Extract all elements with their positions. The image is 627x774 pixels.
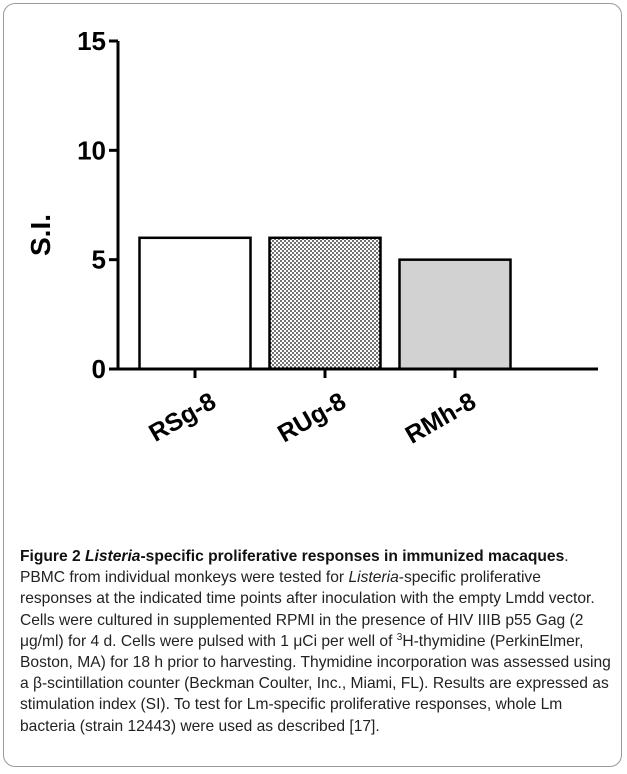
figure-frame bbox=[3, 3, 622, 767]
caption-italic-listeria: Listeria bbox=[348, 569, 399, 587]
x-axis: RSg-8 RUg-8 RMh-8 bbox=[116, 367, 598, 450]
caption-text-1: . PBMC from individual monkeys were test… bbox=[20, 548, 569, 587]
x-tick-label: RMh-8 bbox=[401, 387, 481, 449]
caption-superscript: 3 bbox=[396, 631, 403, 643]
caption-text-3: H-thymidine (PerkinElmer, Boston, MA) fo… bbox=[20, 632, 611, 735]
caption-title: -specific proliferative responses in imm… bbox=[140, 548, 565, 565]
x-tick-label: RUg-8 bbox=[273, 387, 351, 448]
y-tick-label: 5 bbox=[92, 245, 106, 275]
caption-title-italic: Listeria bbox=[85, 548, 141, 565]
bar bbox=[138, 236, 252, 371]
bars bbox=[138, 236, 512, 371]
figure-label: Figure 2 bbox=[20, 548, 81, 565]
bar-chart: 0 5 10 15 RSg-8 RUg-8 RMh-8 S.I. bbox=[25, 26, 598, 450]
bar bbox=[398, 258, 512, 371]
y-tick-label: 15 bbox=[77, 26, 106, 56]
y-axis-label: S.I. bbox=[25, 214, 56, 256]
figure-caption: Figure 2 Listeria-specific proliferative… bbox=[20, 546, 616, 737]
bar bbox=[268, 236, 382, 371]
y-tick-label: 10 bbox=[77, 135, 106, 165]
y-axis: 0 5 10 15 bbox=[77, 26, 120, 384]
x-tick-label: RSg-8 bbox=[144, 387, 221, 447]
y-tick-label: 0 bbox=[92, 354, 106, 384]
caption-text-2: -specific proliferative responses at the… bbox=[20, 569, 595, 650]
